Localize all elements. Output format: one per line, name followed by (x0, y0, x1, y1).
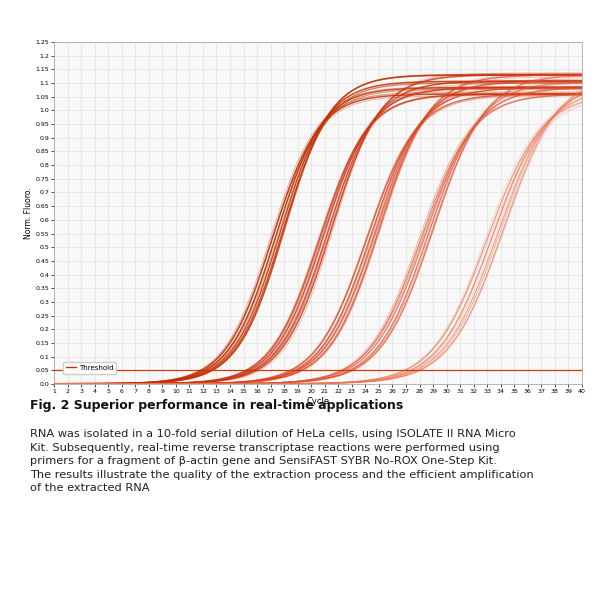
X-axis label: Cycle: Cycle (307, 397, 329, 406)
Text: RNA was isolated in a 10-fold serial dilution of HeLa cells, using ISOLATE II RN: RNA was isolated in a 10-fold serial dil… (30, 429, 534, 493)
Text: Fig. 2 Superior performance in real-time applications: Fig. 2 Superior performance in real-time… (30, 399, 403, 412)
Y-axis label: Norm. Fluoro.: Norm. Fluoro. (23, 187, 32, 239)
Legend: Threshold: Threshold (63, 362, 116, 374)
